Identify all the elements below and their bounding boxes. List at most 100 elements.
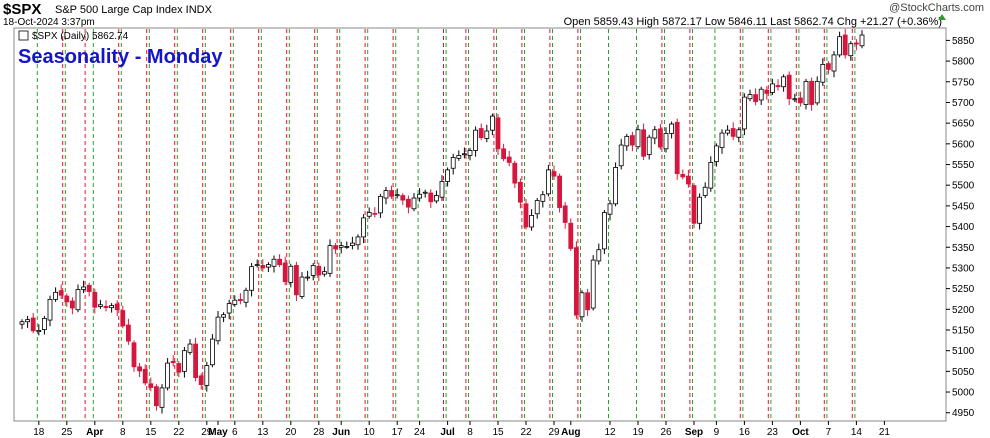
seasonality-annotation: Seasonality - Monday bbox=[18, 46, 223, 68]
candle-up bbox=[529, 209, 534, 231]
candle-down bbox=[30, 313, 36, 334]
candle-body bbox=[81, 286, 86, 290]
candle-body bbox=[400, 195, 406, 201]
x-tick-label: 20 bbox=[285, 427, 297, 438]
candle-up bbox=[47, 295, 53, 327]
candle-down bbox=[630, 131, 635, 152]
candle-up bbox=[299, 272, 305, 299]
candle-body bbox=[98, 304, 103, 307]
candle-down bbox=[501, 143, 507, 162]
x-tick-label: 26 bbox=[660, 427, 672, 438]
candle-down bbox=[372, 207, 378, 218]
candle-up bbox=[602, 210, 607, 254]
candle-down bbox=[114, 300, 120, 316]
x-tick-label: 19 bbox=[632, 427, 644, 438]
candle-body bbox=[405, 198, 411, 208]
candle-body bbox=[344, 246, 350, 248]
candle-body bbox=[529, 214, 534, 228]
candle-down bbox=[585, 289, 590, 316]
candle-down bbox=[92, 288, 98, 314]
candle-body bbox=[702, 186, 708, 196]
candle-body bbox=[165, 362, 171, 389]
x-tick-label: 22 bbox=[520, 427, 532, 438]
candle-body bbox=[299, 276, 305, 297]
candle-body bbox=[753, 94, 758, 103]
y-tick-label: 5000 bbox=[952, 388, 975, 399]
candle-body bbox=[226, 303, 232, 314]
candle-body bbox=[159, 387, 165, 408]
candle-up bbox=[338, 241, 344, 254]
candle-down bbox=[131, 340, 137, 372]
candle-up bbox=[249, 262, 255, 297]
candle-body bbox=[209, 338, 215, 366]
candle-up bbox=[725, 125, 730, 136]
candle-body bbox=[316, 265, 322, 276]
candle-body bbox=[327, 245, 333, 274]
candle-down bbox=[148, 377, 154, 392]
candle-down bbox=[562, 202, 568, 229]
x-tick-label: 15 bbox=[145, 427, 157, 438]
candle-body bbox=[254, 264, 260, 267]
candle-down bbox=[198, 373, 204, 390]
candle-down bbox=[658, 123, 663, 150]
candle-up bbox=[814, 76, 820, 106]
candle-up bbox=[109, 303, 114, 313]
candle-up bbox=[742, 93, 747, 136]
y-tick-label: 5100 bbox=[952, 346, 975, 357]
candle-up bbox=[305, 270, 311, 281]
candle-body bbox=[131, 342, 137, 368]
candle-body bbox=[389, 190, 395, 197]
candle-down bbox=[680, 169, 686, 180]
candle-body bbox=[383, 190, 389, 199]
candle-body bbox=[53, 291, 58, 300]
candle-body bbox=[372, 212, 378, 215]
candle-body bbox=[618, 144, 624, 167]
x-tick-label: 6 bbox=[232, 427, 238, 438]
legend-label: $SPX (Daily) 5862.74 bbox=[32, 31, 129, 42]
x-tick-label: 13 bbox=[257, 427, 269, 438]
last-price-marker bbox=[938, 14, 946, 20]
candle-body bbox=[641, 129, 646, 157]
x-tick-label: 8 bbox=[467, 427, 473, 438]
candle-body bbox=[361, 217, 367, 238]
candle-down bbox=[237, 293, 243, 305]
candle-body bbox=[758, 88, 764, 101]
candle-body bbox=[237, 298, 243, 302]
candle-up bbox=[546, 164, 551, 197]
candle-body bbox=[809, 80, 814, 105]
y-tick-label: 5200 bbox=[952, 305, 975, 316]
candle-body bbox=[635, 129, 641, 148]
candle-body bbox=[568, 222, 574, 249]
candle-up bbox=[254, 259, 260, 268]
x-tick-label: Oct bbox=[792, 427, 809, 438]
candle-body bbox=[265, 264, 271, 268]
x-tick-label: Sep bbox=[685, 427, 703, 438]
candle-up bbox=[439, 175, 445, 201]
x-tick-label: Aug bbox=[561, 427, 580, 438]
y-tick-label: 5400 bbox=[952, 222, 975, 233]
candle-body bbox=[445, 169, 451, 182]
candle-down bbox=[512, 160, 518, 189]
x-tick-label: 10 bbox=[364, 427, 376, 438]
candle-up bbox=[25, 315, 31, 328]
candle-down bbox=[730, 122, 736, 141]
candle-body bbox=[42, 318, 47, 330]
candle-body bbox=[691, 185, 697, 224]
candle-up bbox=[697, 193, 702, 230]
candle-down bbox=[551, 165, 557, 180]
candle-body bbox=[120, 310, 126, 327]
symbol-title: $SPX bbox=[3, 1, 42, 18]
candle-up bbox=[433, 190, 439, 204]
candle-body bbox=[36, 330, 42, 333]
candle-body bbox=[271, 258, 277, 267]
candle-body bbox=[730, 128, 736, 137]
candle-body bbox=[377, 195, 383, 214]
seasonality-lines bbox=[36, 29, 856, 420]
candle-up bbox=[758, 86, 764, 105]
watermark: @StockCharts.com bbox=[889, 2, 984, 14]
candle-body bbox=[708, 162, 714, 189]
candle-up bbox=[590, 255, 596, 311]
candle-body bbox=[820, 64, 826, 83]
candle-body bbox=[47, 298, 53, 321]
